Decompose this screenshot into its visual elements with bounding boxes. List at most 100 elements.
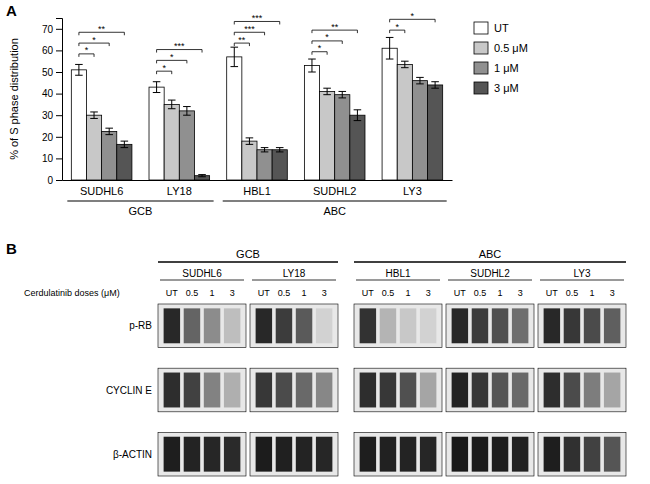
y-tick-label: 60 — [42, 45, 54, 56]
error-bars — [105, 77, 423, 152]
legend-swatch — [474, 42, 488, 54]
blot-band — [400, 373, 416, 408]
y-axis-line — [56, 19, 63, 181]
row-label: CYCLIN E — [106, 385, 152, 396]
bar — [335, 95, 350, 180]
category-group-line — [223, 200, 447, 201]
blot-box — [538, 432, 626, 476]
error-bar — [153, 82, 161, 93]
blot-band — [256, 437, 272, 472]
blot-band — [452, 437, 468, 472]
bar — [227, 57, 242, 180]
blot-band — [544, 373, 560, 408]
significance-label: *** — [244, 24, 255, 34]
row-label: p-RB — [129, 320, 152, 331]
legend-label: UT — [494, 22, 509, 34]
blot-box — [354, 304, 442, 348]
bar-series — [71, 48, 397, 180]
dose-label: 1 — [302, 288, 307, 298]
y-tick-label: 40 — [42, 88, 54, 99]
dose-label: 3 — [230, 288, 235, 298]
y-tick: 70 — [42, 24, 62, 35]
family-line — [158, 261, 338, 263]
y-tick: 40 — [42, 88, 62, 99]
y-tick-mark — [56, 94, 62, 95]
significance-label: ** — [98, 24, 106, 34]
group-label: SUDHL2 — [470, 268, 510, 279]
group-label: HBL1 — [385, 268, 410, 279]
bar — [272, 150, 287, 180]
x-tick-label: LY3 — [403, 185, 422, 197]
significance-label: *** — [252, 13, 263, 23]
dose-labels: Cerdulatinib doses (μM)UT0.513UT0.513UT0… — [24, 288, 615, 298]
blot-band — [512, 437, 528, 472]
bar — [257, 150, 272, 180]
blot-band — [472, 373, 488, 408]
blot-band — [492, 437, 508, 472]
y-tick: 60 — [42, 45, 62, 56]
family-line — [354, 261, 626, 263]
error-bar — [308, 59, 316, 72]
blot-band — [360, 437, 376, 472]
dose-label: 0.5 — [382, 288, 395, 298]
y-tick-mark — [56, 137, 62, 138]
blot-band — [452, 373, 468, 408]
blot-box — [446, 432, 534, 476]
x-axis: SUDHL6LY18HBL1SUDHL2LY3 — [63, 181, 453, 197]
blot-box — [446, 368, 534, 412]
blot-band — [276, 373, 292, 408]
panel-title: A — [6, 2, 17, 19]
x-axis-title: Cerdulatinib doses (μM) — [24, 288, 120, 298]
row-label: β-ACTIN — [113, 449, 152, 460]
legend-label: 0.5 μM — [494, 42, 528, 54]
bar — [71, 70, 86, 180]
category-group-label: GCB — [129, 205, 153, 217]
error-bars — [75, 37, 393, 92]
bar — [86, 115, 101, 180]
family-headers: GCBABC — [158, 248, 626, 262]
group-line — [160, 280, 244, 281]
blot-box — [158, 304, 246, 348]
legend-item: 1 μM — [474, 62, 519, 74]
bar — [350, 115, 365, 180]
blot-rows: p-RB CYCLIN E β-ACTIN — [106, 304, 626, 476]
blot-band — [564, 373, 580, 408]
error-bar — [431, 82, 439, 88]
bar — [149, 87, 164, 180]
bar — [179, 111, 194, 180]
blot-band — [224, 308, 240, 343]
significance-label: * — [325, 32, 329, 42]
bar-series — [117, 85, 443, 180]
dose-label: 0.5 — [186, 288, 199, 298]
blot-band — [204, 373, 220, 408]
y-tick: 20 — [42, 132, 62, 143]
blot-band — [420, 373, 436, 408]
x-tick: LY3 — [403, 185, 422, 197]
bar — [304, 66, 319, 180]
error-bar — [416, 77, 424, 83]
error-bar — [323, 88, 331, 94]
blot-band — [420, 308, 436, 343]
y-tick-label: 30 — [42, 110, 54, 121]
x-axis-line — [63, 180, 453, 181]
significance-label: * — [411, 11, 415, 21]
y-tick: 50 — [42, 67, 62, 78]
error-bar — [246, 138, 254, 144]
blot-band — [544, 437, 560, 472]
blot-band — [316, 373, 332, 408]
blot-band — [184, 437, 200, 472]
significance-label: * — [170, 52, 174, 62]
blot-band — [380, 308, 396, 343]
blot-band — [584, 373, 600, 408]
x-tick: HBL1 — [243, 185, 271, 197]
blot-band — [584, 308, 600, 343]
significance-label: ** — [238, 35, 246, 45]
blot-band — [296, 437, 312, 472]
y-tick-mark — [56, 50, 62, 51]
error-bar — [75, 64, 83, 75]
y-tick-mark — [56, 72, 62, 73]
error-bar — [105, 128, 113, 134]
blot-band — [164, 373, 180, 408]
group-headers: SUDHL6LY18HBL1SUDHL2LY3 — [160, 268, 624, 280]
dose-label: 0.5 — [566, 288, 579, 298]
